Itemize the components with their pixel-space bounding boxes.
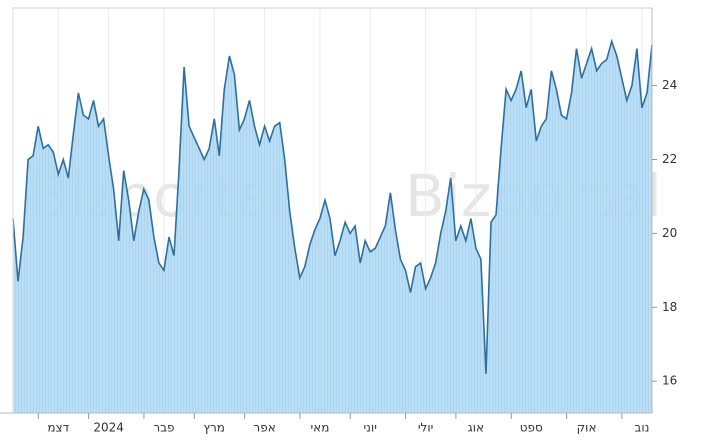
y-tick-label: 20 (662, 226, 677, 240)
y-tick-label: 24 (662, 78, 677, 92)
x-tick-label: נוב (634, 421, 649, 435)
x-tick-label: אפר (253, 421, 275, 435)
x-tick-label: יוני (364, 421, 377, 435)
y-tick-label: 18 (662, 300, 677, 314)
x-tick-label: מרץ (204, 421, 225, 435)
y-tick-label: 22 (662, 152, 677, 166)
x-tick-label: אוק (577, 421, 597, 435)
x-tick-label: מאי (310, 421, 329, 435)
line (12, 38, 653, 374)
x-tick-label: 2024 (93, 421, 124, 435)
x-tick-label: יולי (418, 421, 433, 435)
y-tick-label: 16 (662, 374, 677, 388)
area (13, 41, 652, 414)
x-tick-label: אוג (468, 421, 484, 435)
x-tick-label: פבר (153, 421, 174, 435)
x-tick-label: ספט (520, 421, 543, 435)
x-tick-label: דצמ (47, 421, 69, 435)
